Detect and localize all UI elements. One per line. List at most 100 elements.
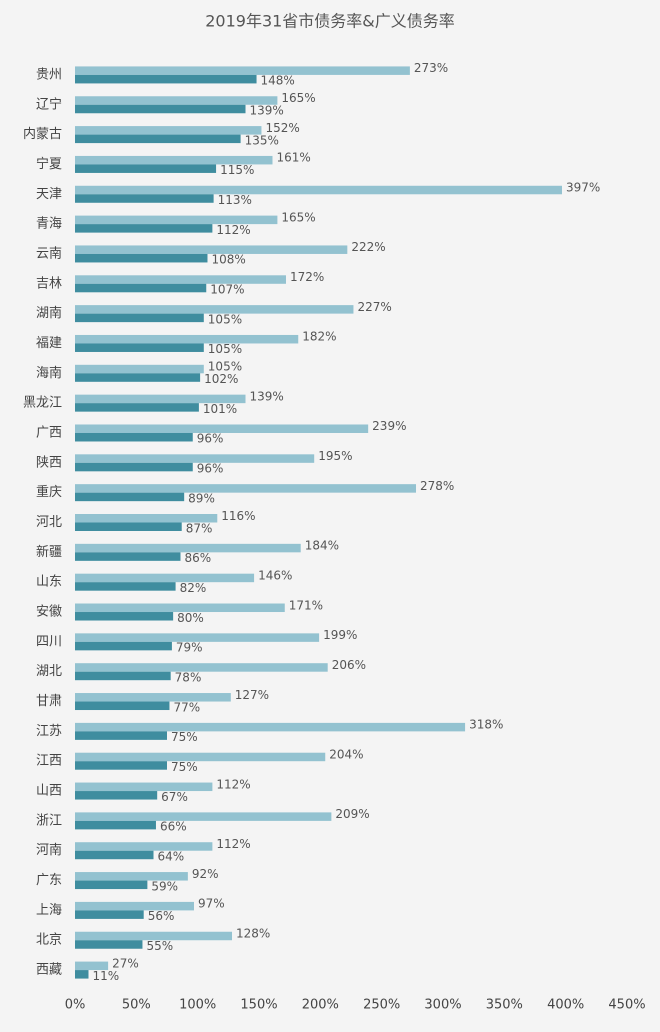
value-label: 113% <box>218 193 252 207</box>
value-label: 116% <box>221 509 255 523</box>
bar <box>75 910 144 919</box>
value-label: 105% <box>208 360 242 374</box>
bar <box>75 66 410 75</box>
value-label: 146% <box>258 568 292 582</box>
value-label: 239% <box>372 419 406 433</box>
value-label: 165% <box>281 91 315 105</box>
value-label: 80% <box>177 611 204 625</box>
value-label: 184% <box>305 539 339 553</box>
bar <box>75 693 231 702</box>
value-label: 64% <box>158 849 185 863</box>
bar <box>75 812 332 821</box>
bar <box>75 842 213 851</box>
value-label: 222% <box>351 240 385 254</box>
value-label: 128% <box>236 926 270 940</box>
value-label: 206% <box>332 658 366 672</box>
bar <box>75 671 171 681</box>
bar <box>75 940 143 949</box>
bar <box>75 970 89 979</box>
y-tick-label: 宁夏 <box>36 156 62 172</box>
bar <box>75 454 315 463</box>
bar <box>75 633 320 642</box>
value-label: 102% <box>204 372 238 386</box>
value-label: 27% <box>112 956 139 970</box>
bar <box>75 215 278 225</box>
bar <box>75 334 299 344</box>
bar <box>75 552 181 561</box>
value-label: 11% <box>92 969 119 983</box>
y-tick-label: 浙江 <box>36 813 62 828</box>
value-label: 56% <box>148 909 175 923</box>
value-label: 152% <box>265 121 299 135</box>
bar <box>75 424 369 433</box>
y-tick-label: 天津 <box>36 187 62 202</box>
bar <box>75 432 193 442</box>
x-tick-label: 0% <box>65 998 86 1013</box>
y-tick-label: 吉林 <box>36 276 62 291</box>
value-label: 67% <box>161 790 188 804</box>
value-label: 227% <box>357 300 391 314</box>
bar <box>75 462 193 472</box>
x-tick-label: 450% <box>608 998 645 1013</box>
value-label: 148% <box>261 74 295 88</box>
value-label: 204% <box>329 747 363 761</box>
y-tick-label: 广西 <box>36 425 62 440</box>
bar <box>75 275 286 284</box>
value-label: 209% <box>335 807 369 821</box>
value-label: 397% <box>566 181 600 195</box>
value-label: 96% <box>197 432 224 446</box>
value-label: 273% <box>414 61 448 75</box>
value-label: 127% <box>235 688 269 702</box>
value-label: 97% <box>198 897 225 911</box>
value-label: 161% <box>276 151 310 165</box>
y-tick-label: 河北 <box>36 515 62 530</box>
x-tick-label: 300% <box>424 998 461 1013</box>
y-tick-label: 山西 <box>36 784 62 799</box>
value-label: 199% <box>323 628 357 642</box>
y-tick-label: 湖北 <box>36 664 62 679</box>
bar <box>75 96 278 105</box>
value-label: 55% <box>146 939 173 953</box>
bar <box>75 603 285 613</box>
bar <box>75 850 154 860</box>
value-label: 172% <box>290 270 324 284</box>
value-label: 66% <box>160 820 187 834</box>
value-label: 79% <box>176 641 203 655</box>
y-tick-label: 广东 <box>36 873 62 888</box>
y-tick-label: 内蒙古 <box>23 126 62 142</box>
value-label: 105% <box>208 342 242 356</box>
bar <box>75 663 328 672</box>
bar <box>75 612 174 621</box>
bar <box>75 126 262 135</box>
bar <box>75 373 201 382</box>
value-label: 75% <box>171 730 198 744</box>
y-tick-label: 云南 <box>36 245 62 261</box>
bar <box>75 403 199 412</box>
value-label: 165% <box>281 210 315 224</box>
bar <box>75 514 218 523</box>
y-tick-label: 新疆 <box>36 544 62 560</box>
y-tick-label: 海南 <box>36 365 62 381</box>
x-tick-label: 200% <box>302 998 339 1013</box>
value-label: 96% <box>197 462 224 476</box>
bar <box>75 492 185 502</box>
x-tick-label: 250% <box>363 998 400 1013</box>
y-tick-label: 湖南 <box>36 305 62 321</box>
y-tick-label: 河南 <box>36 842 62 858</box>
bar <box>75 484 417 493</box>
value-label: 105% <box>208 312 242 326</box>
x-tick-label: 100% <box>179 998 216 1013</box>
bar <box>75 394 246 404</box>
bar <box>75 305 354 314</box>
value-label: 139% <box>250 104 284 118</box>
bar <box>75 880 148 890</box>
value-label: 92% <box>192 867 219 881</box>
value-label: 112% <box>216 777 250 791</box>
bar <box>75 752 326 762</box>
y-tick-label: 贵州 <box>36 67 62 82</box>
value-label: 139% <box>250 389 284 403</box>
y-tick-label: 上海 <box>36 903 62 918</box>
bar <box>75 155 273 165</box>
y-tick-label: 福建 <box>36 336 62 351</box>
value-label: 77% <box>173 700 200 714</box>
